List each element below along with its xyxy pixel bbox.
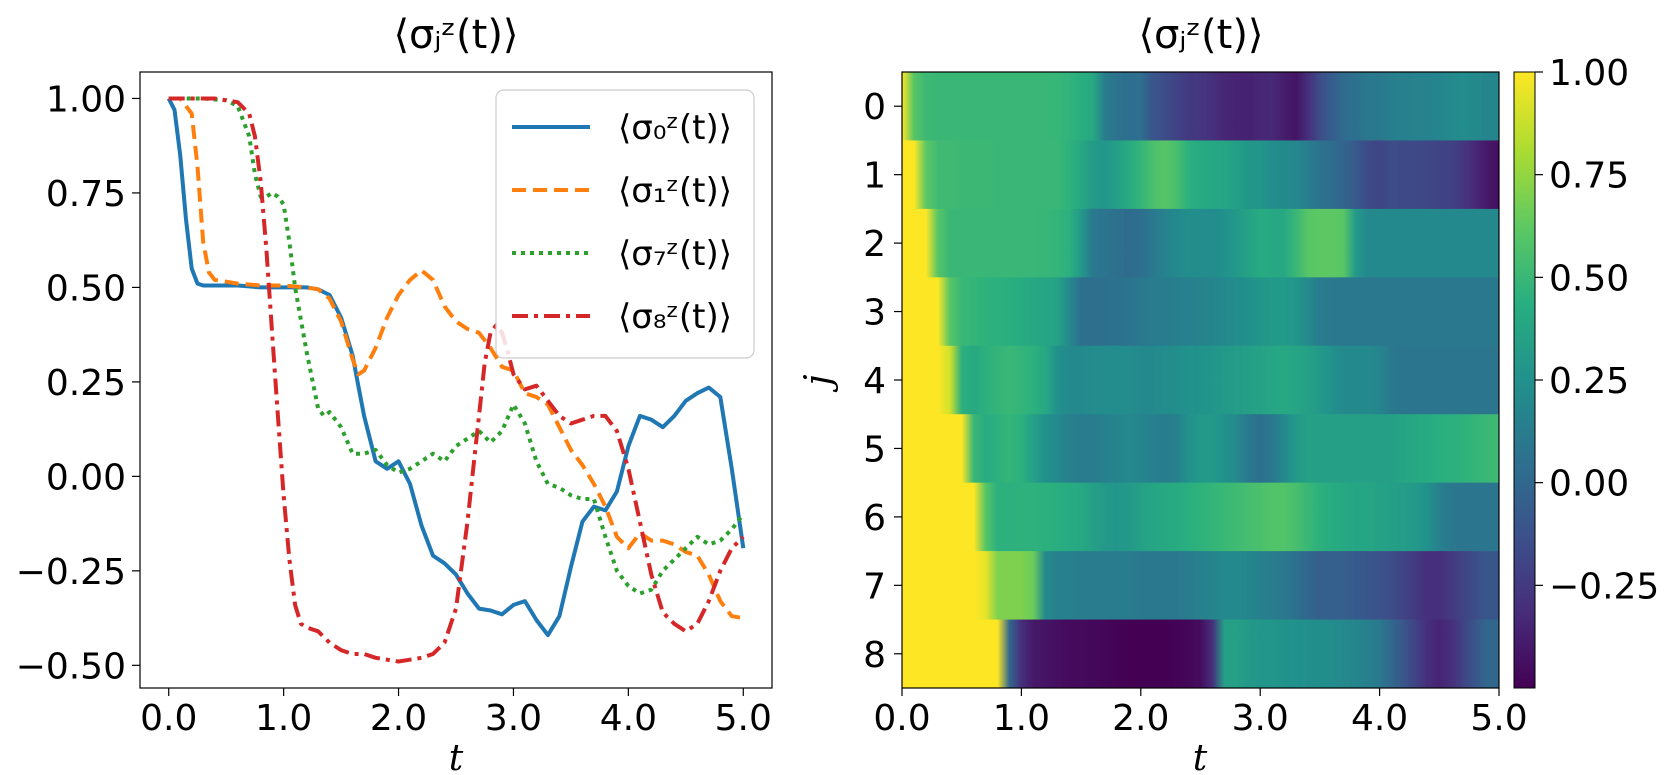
colorbar-tick-label: 0.00	[1549, 464, 1629, 505]
series-line-0	[166, 97, 746, 638]
ytick-label: 0.00	[46, 457, 126, 498]
line-chart-xticks: 0.0 1.0 2.0 3.0 4.0 5.0	[140, 688, 772, 739]
ytick-label: 5	[863, 429, 886, 470]
heatmap-rows	[902, 72, 1499, 689]
xtick-label: 0.0	[140, 698, 197, 739]
colorbar-tick-label: 0.50	[1549, 258, 1629, 299]
colorbar-tick-label: −0.25	[1549, 566, 1659, 607]
line-chart-title: ⟨σⱼᶻ(t)⟩	[393, 12, 518, 58]
heatmap-xlabel: t	[1193, 738, 1208, 775]
legend-entries: ⟨σ₀ᶻ(t)⟩ ⟨σ₁ᶻ(t)⟩ ⟨σ₇ᶻ(t)⟩ ⟨σ₈ᶻ(t)⟩	[512, 108, 732, 337]
ytick-label: −0.50	[16, 646, 126, 687]
ytick-label: 4	[863, 361, 886, 402]
colorbar-tick-label: 1.00	[1549, 53, 1629, 94]
xtick-label: 4.0	[600, 698, 657, 739]
heatmap-row-7	[902, 551, 1499, 621]
xtick-label: 1.0	[255, 698, 312, 739]
heatmap-row-5	[902, 414, 1499, 484]
series-line-2	[168, 96, 745, 596]
ytick-label: 0	[863, 87, 886, 128]
ytick-label: 3	[863, 293, 886, 334]
heatmap-row-3	[902, 277, 1499, 347]
legend-label-2: ⟨σ₇ᶻ(t)⟩	[618, 234, 732, 274]
heatmap-row-4	[902, 345, 1499, 415]
colorbar-tick-label: 0.75	[1549, 156, 1629, 197]
line-chart-panel: ⟨σⱼᶻ(t)⟩ 0.0 1.0 2.0 3.0 4.0 5.0 1.00 0.75 0.50…	[16, 12, 773, 775]
xtick-label: 4.0	[1351, 698, 1408, 739]
heatmap-row-1	[902, 140, 1499, 210]
legend-label-0: ⟨σ₀ᶻ(t)⟩	[618, 108, 732, 148]
heatmap-yticks: 0 1 2 3 4 5 6 7 8	[863, 87, 902, 676]
legend: ⟨σ₀ᶻ(t)⟩ ⟨σ₁ᶻ(t)⟩ ⟨σ₇ᶻ(t)⟩ ⟨σ₈ᶻ(t)⟩	[495, 89, 755, 359]
line-chart-yticks: 1.00 0.75 0.50 0.25 0.00 −0.25 −0.50	[16, 79, 140, 687]
ytick-label: 1	[863, 156, 886, 197]
legend-box	[495, 89, 755, 359]
xtick-label: 2.0	[370, 698, 427, 739]
xtick-label: 5.0	[715, 698, 772, 739]
ytick-label: 7	[863, 566, 886, 607]
xtick-label: 2.0	[1112, 698, 1169, 739]
line-chart-frame	[139, 71, 773, 689]
legend-label-1: ⟨σ₁ᶻ(t)⟩	[618, 171, 732, 211]
heatmap-title: ⟨σⱼᶻ(t)⟩	[1138, 12, 1263, 58]
heatmap-row-8	[902, 619, 1499, 689]
line-series-group	[166, 96, 746, 664]
heatmap-row-2	[902, 208, 1499, 278]
ytick-label: 0.75	[46, 174, 126, 215]
ytick-label: 2	[863, 224, 886, 265]
series-line-3	[168, 96, 745, 664]
xtick-label: 3.0	[1232, 698, 1289, 739]
xtick-label: 3.0	[485, 698, 542, 739]
ytick-label: 0.50	[46, 268, 126, 309]
colorbar	[1513, 71, 1536, 689]
colorbar-tick-label: 0.25	[1549, 361, 1629, 402]
heatmap-ylabel: j	[798, 374, 839, 392]
xtick-label: 0.0	[873, 698, 930, 739]
legend-label-3: ⟨σ₈ᶻ(t)⟩	[618, 297, 732, 337]
heatmap-row-6	[902, 482, 1499, 552]
ytick-label: 6	[863, 498, 886, 539]
heatmap-xticks: 0.0 1.0 2.0 3.0 4.0 5.0	[873, 688, 1528, 739]
ytick-label: 8	[863, 635, 886, 676]
ytick-label: −0.25	[16, 552, 126, 593]
line-chart-xlabel: t	[449, 738, 464, 775]
series-line-1	[168, 96, 744, 621]
heatmap-row-0	[902, 72, 1499, 141]
xtick-label: 1.0	[993, 698, 1050, 739]
xtick-label: 5.0	[1470, 698, 1527, 739]
colorbar-ticks: 1.00 0.75 0.50 0.25 0.00 −0.25	[1535, 53, 1659, 607]
ytick-label: 1.00	[46, 79, 126, 120]
ytick-label: 0.25	[46, 363, 126, 404]
